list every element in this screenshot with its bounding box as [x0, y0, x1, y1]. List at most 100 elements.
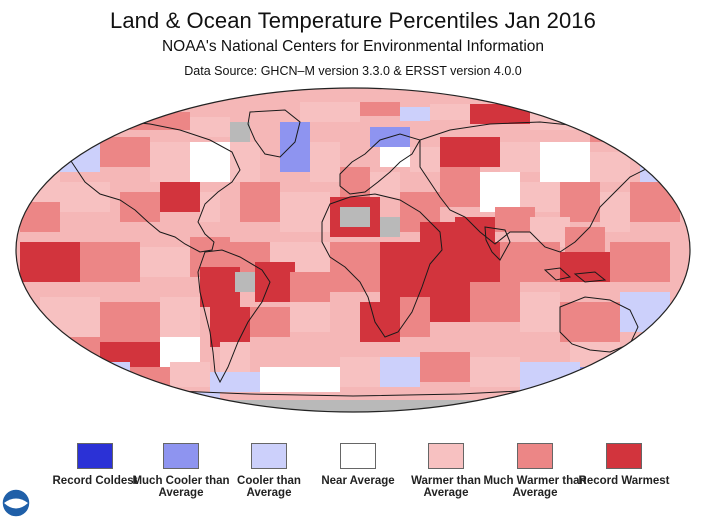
legend-swatch	[77, 443, 113, 469]
percentile-cell	[210, 307, 250, 347]
percentile-cell	[240, 182, 280, 222]
world-map-svg	[15, 87, 691, 413]
percentile-cell	[80, 242, 140, 282]
percentile-cell	[230, 142, 260, 182]
percentile-cell	[400, 297, 430, 337]
world-map	[0, 82, 706, 432]
percentile-cell	[130, 112, 190, 130]
percentile-cell	[340, 357, 380, 387]
legend-item-record-coldest: Record Coldest	[40, 443, 150, 487]
percentile-cell	[290, 302, 330, 332]
percentile-cell	[210, 372, 260, 392]
legend-swatch	[606, 443, 642, 469]
percentile-cell	[300, 102, 360, 122]
legend-swatch	[163, 443, 199, 469]
percentile-cell	[410, 147, 440, 172]
percentile-cell	[620, 292, 670, 332]
percentile-cell	[640, 142, 680, 182]
percentile-cell	[260, 367, 340, 392]
percentile-cell	[100, 137, 150, 167]
percentile-cell	[380, 147, 410, 167]
noaa-logo	[1, 488, 31, 518]
percentile-cell	[580, 367, 640, 392]
legend-label: Cooler than Average	[237, 475, 301, 499]
percentile-cell	[430, 104, 470, 120]
percentile-cell	[100, 302, 160, 342]
percentile-cell	[620, 382, 660, 397]
percentile-cell	[330, 242, 380, 292]
legend-label: Record Warmest	[578, 475, 670, 487]
percentile-cell	[380, 357, 420, 387]
percentile-cell	[380, 217, 400, 237]
percentile-cell	[470, 282, 520, 322]
percentile-cell	[470, 357, 520, 387]
legend-label: Near Average	[321, 475, 395, 487]
percentile-cell	[440, 137, 500, 167]
legend-swatch	[517, 443, 553, 469]
legend-swatch	[428, 443, 464, 469]
percentile-cell	[520, 362, 580, 392]
percentile-cell	[16, 400, 690, 412]
legend-label: Much Warmer than Average	[483, 475, 587, 499]
percentile-cell	[200, 267, 240, 307]
percentile-cell	[495, 207, 535, 232]
percentile-cell	[120, 192, 160, 222]
percentile-cell	[250, 307, 290, 337]
percentile-cells	[16, 102, 690, 412]
percentile-cell	[40, 297, 100, 337]
percentile-cell	[630, 182, 680, 222]
percentile-cell	[190, 117, 230, 137]
percentile-cell	[60, 182, 110, 212]
percentile-cell	[200, 192, 220, 222]
percentile-cell	[360, 302, 400, 342]
legend: Record Coldest Much Cooler than Average …	[0, 443, 706, 517]
percentile-cell	[440, 242, 500, 282]
percentile-cell	[20, 242, 80, 282]
percentile-cell	[590, 152, 630, 182]
percentile-cell	[520, 292, 560, 332]
percentile-cell	[160, 297, 200, 337]
percentile-cell	[70, 362, 130, 392]
percentile-cell	[230, 122, 250, 146]
percentile-cell	[560, 182, 600, 222]
legend-label: Much Cooler than Average	[132, 475, 230, 499]
legend-swatch	[251, 443, 287, 469]
percentile-cell	[235, 272, 255, 292]
percentile-cell	[600, 192, 630, 232]
legend-swatch	[340, 443, 376, 469]
percentile-cell	[480, 172, 520, 212]
data-source-line: Data Source: GHCN–M version 3.3.0 & ERSS…	[184, 64, 522, 78]
legend-item-cooler: Cooler than Average	[214, 443, 324, 499]
logo-bird-shape	[4, 498, 28, 509]
percentile-cell	[340, 207, 370, 227]
percentile-cell	[255, 262, 295, 302]
percentile-cell	[360, 102, 400, 116]
percentile-cell	[160, 182, 200, 212]
legend-item-near-average: Near Average	[303, 443, 413, 487]
percentile-cell	[430, 282, 470, 322]
percentile-cell	[540, 387, 620, 402]
percentile-cell	[170, 362, 210, 387]
percentile-cell	[280, 122, 310, 172]
percentile-cell	[500, 142, 540, 172]
legend-item-much-warmer: Much Warmer than Average	[480, 443, 590, 499]
percentile-cell	[190, 142, 230, 182]
legend-item-record-warmest: Record Warmest	[569, 443, 679, 487]
percentile-cell	[470, 104, 530, 124]
percentile-cell	[150, 142, 190, 182]
map-title: Land & Ocean Temperature Percentiles Jan…	[110, 8, 596, 33]
percentile-cell	[340, 167, 370, 197]
percentile-cell	[30, 362, 70, 382]
legend-item-warmer: Warmer than Average	[391, 443, 501, 499]
percentile-cell	[400, 107, 430, 121]
percentile-cell	[440, 167, 480, 207]
percentile-cell	[630, 352, 670, 382]
legend-label: Warmer than Average	[411, 475, 481, 499]
globe-outline	[15, 87, 691, 413]
percentile-cell	[540, 142, 590, 182]
legend-label: Record Coldest	[52, 475, 138, 487]
percentile-cell	[60, 392, 180, 407]
percentile-cell	[610, 242, 670, 282]
percentile-cell	[420, 352, 470, 382]
map-subtitle: NOAA's National Centers for Environmenta…	[161, 38, 544, 55]
